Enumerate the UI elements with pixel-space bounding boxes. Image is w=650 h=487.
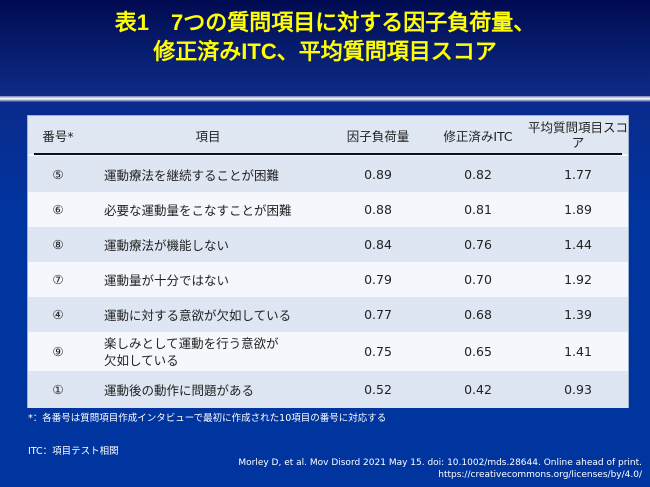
row-mean-score: 1.39 [564, 307, 592, 322]
row-mean-score: 0.93 [564, 382, 592, 397]
abbreviation-note: ITC：項目テスト相関 [28, 446, 119, 457]
license-link[interactable]: https://creativecommons.org/licenses/by/… [438, 470, 642, 480]
table-header: 番号* 項目 因子負荷量 修正済みITC 平均質問項目スコア [28, 116, 628, 154]
row-number: ⑧ [52, 237, 64, 252]
row-itc: 0.82 [464, 166, 492, 182]
footnote: *：各番号は質問項目作成インタビューで最初に作成された10項目の番号に対応する [28, 413, 387, 424]
header-mean-score: 平均質問項目スコア [528, 120, 629, 150]
row-itc: 0.65 [464, 344, 492, 359]
row-item: 楽しみとして運動を行う意欲が欠如している [104, 335, 279, 368]
row-itc: 0.70 [464, 272, 492, 287]
title-line-2: 修正済みITC、平均質問項目スコア [153, 39, 497, 64]
table-row: ⑨ 楽しみとして運動を行う意欲が欠如している 0.75 0.65 1.41 [28, 332, 628, 371]
row-loading: 0.84 [364, 237, 392, 252]
header-number: 番号* [42, 128, 74, 144]
slide-title: 表1 7つの質問項目に対する因子負荷量、 修正済みITC、平均質問項目スコア [0, 8, 650, 66]
row-number: ④ [52, 307, 64, 322]
row-number: ⑥ [52, 202, 64, 217]
row-item: 運動に対する意欲が欠如している [104, 308, 292, 323]
header-item: 項目 [195, 128, 221, 144]
row-itc: 0.68 [464, 307, 492, 322]
row-mean-score: 1.77 [564, 166, 592, 182]
row-loading: 0.88 [364, 202, 392, 217]
row-loading: 0.77 [364, 307, 392, 322]
row-item: 運動量が十分ではない [104, 273, 230, 288]
row-item: 運動後の動作に問題がある [104, 383, 255, 398]
header-rule [34, 153, 622, 155]
row-item: 運動療法を継続することが困難 [104, 167, 280, 183]
table-row: ① 運動後の動作に問題がある 0.52 0.42 0.93 [28, 371, 628, 408]
header-itc: 修正済みITC [443, 128, 513, 144]
row-itc: 0.76 [464, 237, 492, 252]
table-row: ⑧ 運動療法が機能しない 0.84 0.76 1.44 [28, 227, 628, 262]
table-row: ⑤ 運動療法を継続することが困難 0.89 0.82 1.77 [28, 156, 628, 192]
citation: Morley D, et al. Mov Disord 2021 May 15.… [238, 458, 642, 468]
row-loading: 0.89 [364, 166, 392, 182]
row-item: 必要な運動量をこなすことが困難 [104, 203, 292, 218]
table-row: ④ 運動に対する意欲が欠如している 0.77 0.68 1.39 [28, 297, 628, 332]
data-table: 番号* 項目 因子負荷量 修正済みITC 平均質問項目スコア ⑤ 運動療法を継続す… [27, 115, 629, 408]
title-band [0, 0, 650, 96]
row-loading: 0.79 [364, 272, 392, 287]
row-loading: 0.52 [364, 382, 392, 397]
table-row: ⑥ 必要な運動量をこなすことが困難 0.88 0.81 1.89 [28, 192, 628, 227]
row-number: ⑤ [52, 166, 64, 182]
row-mean-score: 1.92 [564, 272, 592, 287]
row-mean-score: 1.44 [564, 237, 592, 252]
header-loading: 因子負荷量 [346, 128, 410, 144]
row-number: ⑦ [52, 272, 64, 287]
row-mean-score: 1.41 [564, 344, 592, 359]
row-mean-score: 1.89 [564, 202, 592, 217]
row-number: ① [52, 382, 64, 397]
reference: Morley D, et al. Mov Disord 2021 May 15.… [238, 457, 642, 481]
row-itc: 0.81 [464, 202, 492, 217]
divider [0, 96, 650, 102]
row-itc: 0.42 [464, 382, 492, 397]
table-row: ⑦ 運動量が十分ではない 0.79 0.70 1.92 [28, 262, 628, 297]
row-item: 運動療法が機能しない [104, 238, 230, 253]
row-number: ⑨ [52, 344, 64, 359]
title-line-1: 表1 7つの質問項目に対する因子負荷量、 [114, 10, 536, 35]
row-loading: 0.75 [364, 344, 392, 359]
